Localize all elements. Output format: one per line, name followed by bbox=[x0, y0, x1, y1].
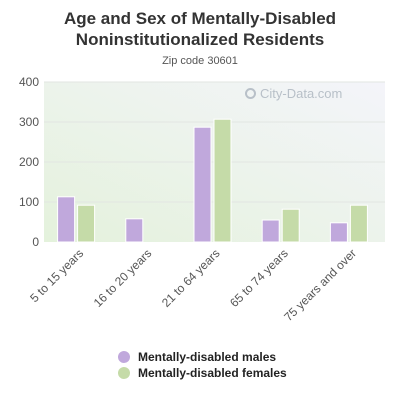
chart-title-line-2: Noninstitutionalized Residents bbox=[75, 30, 325, 49]
x-tick-label: 16 to 20 years bbox=[91, 246, 155, 310]
bar-males bbox=[261, 219, 280, 243]
bar-males bbox=[329, 222, 348, 243]
y-tick-label: 300 bbox=[19, 115, 39, 129]
x-tick-label: 21 to 64 years bbox=[159, 246, 223, 310]
bar-females bbox=[213, 118, 232, 243]
bar-males bbox=[125, 218, 144, 243]
chart-title-line-1: Age and Sex of Mentally-Disabled bbox=[63, 9, 337, 28]
legend-swatch-males bbox=[118, 351, 130, 363]
legend-label-males: Mentally-disabled males bbox=[138, 350, 277, 364]
legend-label-females: Mentally-disabled females bbox=[138, 366, 287, 380]
bar-males bbox=[57, 196, 76, 243]
y-tick-label: 0 bbox=[32, 235, 39, 249]
legend-item-females: Mentally-disabled females bbox=[118, 365, 287, 381]
bar-females bbox=[281, 208, 300, 243]
legend-item-males: Mentally-disabled males bbox=[118, 349, 287, 365]
y-tick-label: 200 bbox=[19, 155, 39, 169]
bar-females bbox=[77, 204, 96, 243]
bar-females bbox=[349, 204, 368, 243]
x-tick-label: 65 to 74 years bbox=[227, 246, 291, 310]
y-tick-label: 100 bbox=[19, 195, 39, 209]
y-tick-label: 400 bbox=[19, 75, 39, 89]
y-axis-ticks: 0 100 200 300 400 bbox=[19, 75, 39, 249]
legend: Mentally-disabled males Mentally-disable… bbox=[118, 349, 287, 381]
watermark: City-Data.com bbox=[245, 86, 342, 101]
x-tick-label: 75 years and over bbox=[281, 246, 359, 324]
x-tick-label: 5 to 15 years bbox=[27, 246, 86, 305]
x-axis-ticks: 5 to 15 years 16 to 20 years 21 to 64 year… bbox=[27, 246, 359, 324]
magnifier-icon bbox=[245, 88, 256, 99]
watermark-text: City-Data.com bbox=[260, 86, 343, 101]
bars bbox=[57, 118, 368, 243]
chart-subtitle: Zip code 30601 bbox=[162, 55, 238, 67]
chart-title: Age and Sex of Mentally-Disabled Noninst… bbox=[0, 8, 400, 50]
legend-swatch-females bbox=[118, 367, 130, 379]
bar-males bbox=[193, 126, 212, 243]
